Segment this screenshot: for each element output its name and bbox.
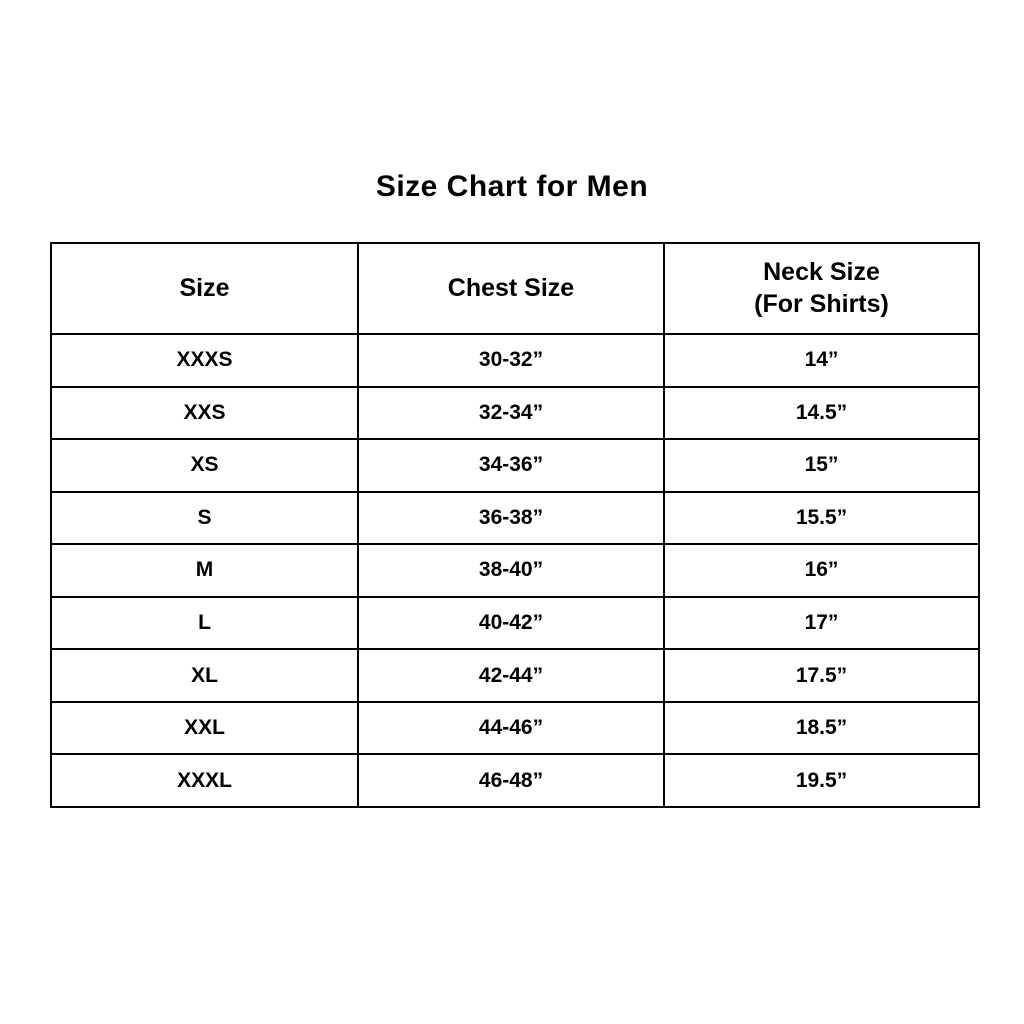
neck-size-cell: 14.5” <box>663 385 980 441</box>
neck-size-cell: 16” <box>663 543 980 598</box>
size-cell: L <box>50 595 359 651</box>
chest-size-cell: 38-40” <box>357 543 665 598</box>
chest-size-cell: 40-42” <box>357 595 665 651</box>
column-header-neck-size-sublabel: (For Shirts) <box>754 289 889 318</box>
table-row: XXXL 46-48” 19.5” <box>50 753 980 808</box>
chest-size-cell: 32-34” <box>357 385 665 441</box>
column-header-chest-size-label: Chest Size <box>447 273 575 302</box>
chest-size-cell: 36-38” <box>357 490 665 546</box>
size-cell: XXL <box>50 700 359 756</box>
neck-size-cell: 14” <box>663 333 980 388</box>
table-row: S 36-38” 15.5” <box>50 490 980 546</box>
size-cell: XXS <box>50 385 359 441</box>
column-header-size-label: Size <box>179 273 230 302</box>
size-cell: XL <box>50 648 359 703</box>
neck-size-cell: 17.5” <box>663 648 980 703</box>
header-row: Size Chest Size Neck Size (For Shirts) <box>50 242 980 335</box>
size-cell: S <box>50 490 359 546</box>
size-chart-table: Size Chest Size Neck Size (For Shirts) X… <box>50 242 980 808</box>
neck-size-cell: 17” <box>663 595 980 651</box>
chest-size-cell: 34-36” <box>357 438 665 493</box>
neck-size-cell: 15” <box>663 438 980 493</box>
size-cell: M <box>50 543 359 598</box>
table-row: XXL 44-46” 18.5” <box>50 700 980 756</box>
table-header: Size Chest Size Neck Size (For Shirts) <box>50 242 980 335</box>
neck-size-cell: 18.5” <box>663 700 980 756</box>
chest-size-cell: 46-48” <box>357 753 665 808</box>
column-header-chest-size: Chest Size <box>357 242 665 335</box>
table-row: M 38-40” 16” <box>50 543 980 598</box>
size-cell: XS <box>50 438 359 493</box>
table-body: XXXS 30-32” 14” XXS 32-34” 14.5” XS 34-36” 15” S 3… <box>50 333 980 808</box>
column-header-size: Size <box>50 242 359 335</box>
page-title: Size Chart for Men <box>375 170 649 203</box>
table-row: XL 42-44” 17.5” <box>50 648 980 703</box>
table-row: XXXS 30-32” 14” <box>50 333 980 388</box>
column-header-neck-size: Neck Size (For Shirts) <box>663 242 980 335</box>
table-row: XS 34-36” 15” <box>50 438 980 493</box>
chest-size-cell: 44-46” <box>357 700 665 756</box>
table-row: XXS 32-34” 14.5” <box>50 385 980 441</box>
table-row: L 40-42” 17” <box>50 595 980 651</box>
size-cell: XXXS <box>50 333 359 388</box>
chest-size-cell: 42-44” <box>357 648 665 703</box>
neck-size-cell: 15.5” <box>663 490 980 546</box>
neck-size-cell: 19.5” <box>663 753 980 808</box>
chest-size-cell: 30-32” <box>357 333 665 388</box>
size-cell: XXXL <box>50 753 359 808</box>
column-header-neck-size-label: Neck Size <box>763 258 880 287</box>
